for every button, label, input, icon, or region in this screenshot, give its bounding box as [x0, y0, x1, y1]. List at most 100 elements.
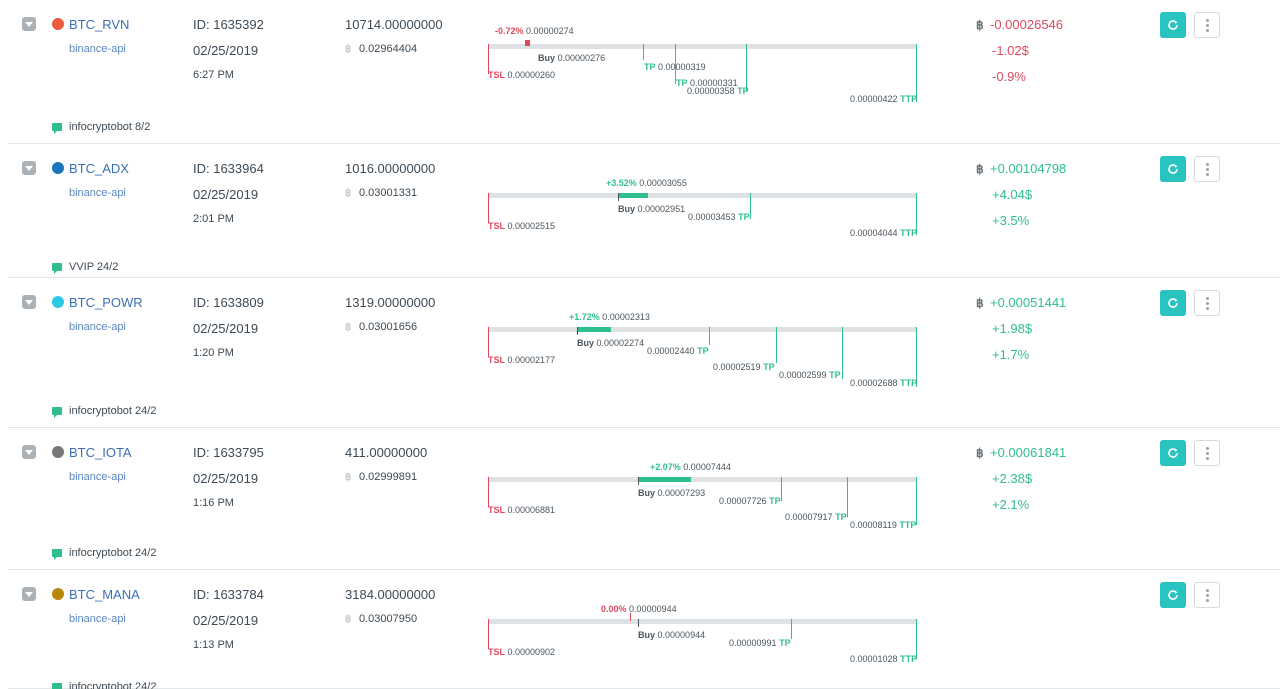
- signal-label: VVIP 24/2: [69, 261, 119, 273]
- dot-icon: [1206, 599, 1209, 602]
- dot-icon: [1206, 302, 1209, 305]
- dot-icon: [1206, 297, 1209, 300]
- pair-link[interactable]: BTC_IOTA: [69, 445, 132, 460]
- trade-total: 0.03007950: [359, 613, 418, 625]
- pair-link[interactable]: BTC_RVN: [69, 17, 130, 32]
- chat-icon: [52, 683, 62, 689]
- expand-toggle-icon[interactable]: [22, 295, 36, 309]
- trade-row: BTC_RVN binance-api ID: 1635392 02/25/2019 6…: [8, 0, 1280, 144]
- trade-date: 02/25/2019: [193, 43, 259, 58]
- dot-icon: [1206, 457, 1209, 460]
- refresh-icon: [1168, 298, 1178, 308]
- bitcoin-icon: ฿: [976, 446, 984, 460]
- pair-link[interactable]: BTC_MANA: [69, 587, 140, 602]
- trade-total: 0.03001656: [359, 321, 418, 333]
- chat-icon: [52, 123, 62, 134]
- bitcoin-icon: ฿: [976, 18, 984, 32]
- trade-total: 0.03001331: [359, 187, 418, 199]
- trade-row: BTC_ADX binance-api ID: 1633964 02/25/2019 2…: [8, 144, 1280, 278]
- profit-percent: +3.5%: [992, 213, 1030, 228]
- expand-toggle-icon[interactable]: [22, 587, 36, 601]
- more-options-button[interactable]: [1194, 440, 1220, 466]
- trade-id: ID: 1635392: [193, 17, 264, 32]
- exchange-label: binance-api: [69, 43, 126, 55]
- refresh-icon: [1168, 20, 1178, 30]
- trade-id: ID: 1633964: [193, 161, 264, 176]
- dot-icon: [1206, 447, 1209, 450]
- profit-percent: +2.1%: [992, 497, 1030, 512]
- trade-id: ID: 1633784: [193, 587, 264, 602]
- trade-date: 02/25/2019: [193, 187, 259, 202]
- more-options-button[interactable]: [1194, 12, 1220, 38]
- exchange-label: binance-api: [69, 187, 126, 199]
- refresh-button[interactable]: [1160, 290, 1186, 316]
- refresh-button[interactable]: [1160, 12, 1186, 38]
- exchange-label: binance-api: [69, 321, 126, 333]
- iota-icon: [51, 445, 65, 459]
- trade-time: 1:20 PM: [193, 347, 234, 359]
- refresh-button[interactable]: [1160, 156, 1186, 182]
- trade-date: 02/25/2019: [193, 321, 259, 336]
- trade-row: BTC_POWR binance-api ID: 1633809 02/25/2019…: [8, 278, 1280, 428]
- chat-icon: [52, 263, 62, 274]
- profit-usd: +4.04$: [992, 187, 1033, 202]
- bitcoin-icon: ฿: [345, 322, 352, 333]
- dot-icon: [1206, 163, 1209, 166]
- trade-amount: 10714.00000000: [345, 17, 443, 32]
- profit-percent: -0.9%: [992, 69, 1026, 84]
- trade-date: 02/25/2019: [193, 471, 259, 486]
- ravencoin-icon: [51, 17, 65, 31]
- bitcoin-icon: ฿: [976, 162, 984, 176]
- trade-time: 2:01 PM: [193, 213, 234, 225]
- trade-amount: 1016.00000000: [345, 161, 436, 176]
- pair-link[interactable]: BTC_ADX: [69, 161, 129, 176]
- profit-usd: +2.38$: [992, 471, 1033, 486]
- profit-btc: +0.00061841: [990, 445, 1067, 460]
- dot-icon: [1206, 307, 1209, 310]
- dot-icon: [1206, 24, 1209, 27]
- bitcoin-icon: ฿: [345, 472, 352, 483]
- more-options-button[interactable]: [1194, 582, 1220, 608]
- profit-btc: -0.00026546: [990, 17, 1064, 32]
- trade-time: 6:27 PM: [193, 69, 234, 81]
- dot-icon: [1206, 168, 1209, 171]
- decentraland-icon: [51, 587, 65, 601]
- chat-icon: [52, 407, 62, 418]
- expand-toggle-icon[interactable]: [22, 445, 36, 459]
- dot-icon: [1206, 19, 1209, 22]
- bitcoin-icon: ฿: [345, 614, 352, 625]
- trade-id: ID: 1633809: [193, 295, 264, 310]
- expand-toggle-icon[interactable]: [22, 161, 36, 175]
- profit-usd: -1.02$: [992, 43, 1029, 58]
- dot-icon: [1206, 173, 1209, 176]
- pair-link[interactable]: BTC_POWR: [69, 295, 143, 310]
- trade-amount: 1319.00000000: [345, 295, 436, 310]
- powerledger-icon: [51, 295, 65, 309]
- trade-row: BTC_IOTA binance-api ID: 1633795 02/25/2019…: [8, 428, 1280, 570]
- more-options-button[interactable]: [1194, 290, 1220, 316]
- trade-date: 02/25/2019: [193, 613, 259, 628]
- signal-label: infocryptobot 24/2: [69, 405, 157, 417]
- refresh-button[interactable]: [1160, 582, 1186, 608]
- exchange-label: binance-api: [69, 613, 126, 625]
- bitcoin-icon: ฿: [345, 44, 352, 55]
- expand-toggle-icon[interactable]: [22, 17, 36, 31]
- exchange-label: binance-api: [69, 471, 126, 483]
- refresh-icon: [1168, 164, 1178, 174]
- dot-icon: [1206, 594, 1209, 597]
- refresh-button[interactable]: [1160, 440, 1186, 466]
- refresh-icon: [1168, 448, 1178, 458]
- more-options-button[interactable]: [1194, 156, 1220, 182]
- signal-label: infocryptobot 24/2: [69, 681, 157, 689]
- trade-id: ID: 1633795: [193, 445, 264, 460]
- dot-icon: [1206, 29, 1209, 32]
- trade-time: 1:13 PM: [193, 639, 234, 651]
- profit-btc: +0.00104798: [990, 161, 1067, 176]
- chat-icon: [52, 549, 62, 560]
- signal-label: infocryptobot 8/2: [69, 121, 151, 133]
- profit-usd: +1.98$: [992, 321, 1033, 336]
- adex-icon: [51, 161, 65, 175]
- profit-btc: +0.00051441: [990, 295, 1067, 310]
- profit-percent: +1.7%: [992, 347, 1030, 362]
- trade-amount: 3184.00000000: [345, 587, 436, 602]
